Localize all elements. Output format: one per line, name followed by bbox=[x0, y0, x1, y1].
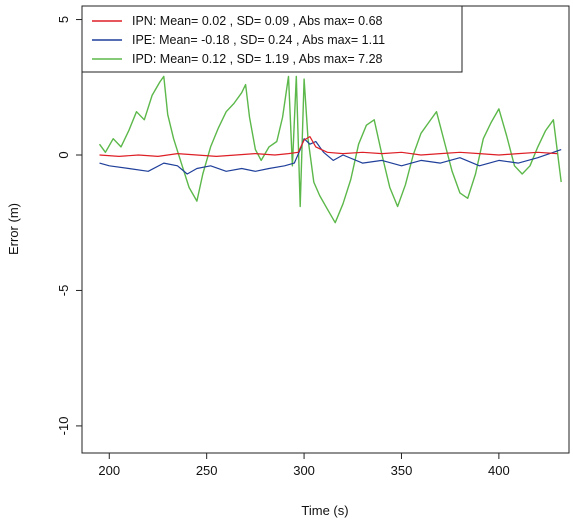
x-tick-label: 400 bbox=[488, 463, 510, 478]
y-axis: 5 0 -5 -10 bbox=[56, 16, 82, 435]
legend-entry: IPD: Mean= 0.12 , SD= 1.19 , Abs max= 7.… bbox=[132, 52, 383, 66]
x-tick-label: 250 bbox=[196, 463, 218, 478]
legend-entry: IPE: Mean= -0.18 , SD= 0.24 , Abs max= 1… bbox=[132, 33, 385, 47]
legend: IPN: Mean= 0.02 , SD= 0.09 , Abs max= 0.… bbox=[81, 5, 463, 73]
x-tick-label: 300 bbox=[293, 463, 315, 478]
plot-lines bbox=[98, 75, 562, 224]
legend-entry: IPN: Mean= 0.02 , SD= 0.09 , Abs max= 0.… bbox=[132, 14, 383, 28]
ipd-series-line bbox=[98, 75, 562, 224]
y-tick-label: 0 bbox=[56, 151, 71, 158]
legend-box bbox=[81, 5, 463, 73]
ipe-series-line bbox=[99, 138, 562, 175]
x-axis-label: Time (s) bbox=[301, 503, 348, 518]
ipn-series-line bbox=[99, 136, 558, 157]
y-tick-label: 5 bbox=[56, 16, 71, 23]
y-axis-label: Error (m) bbox=[6, 203, 21, 255]
x-tick-label: 200 bbox=[98, 463, 120, 478]
x-axis: 200 250 300 350 400 bbox=[98, 453, 510, 478]
y-tick-label: -10 bbox=[56, 417, 71, 436]
y-tick-label: -5 bbox=[56, 285, 71, 297]
x-tick-label: 350 bbox=[391, 463, 413, 478]
